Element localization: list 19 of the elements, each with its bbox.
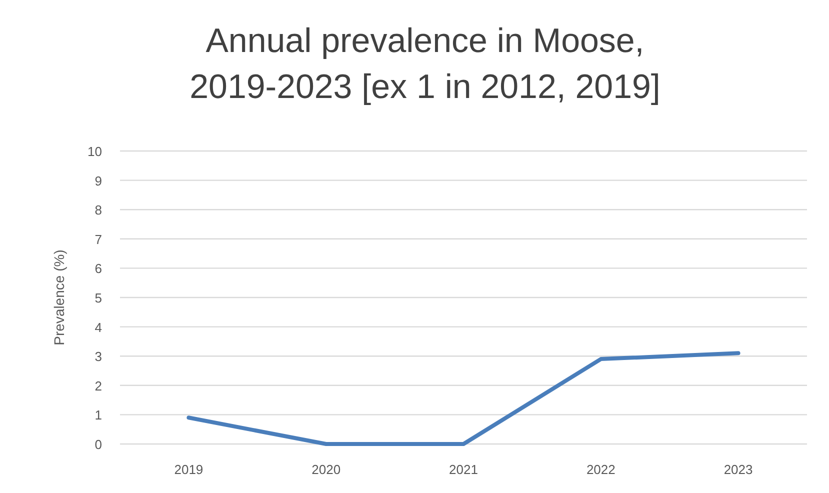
- y-tick-label: 2: [94, 378, 102, 394]
- y-tick-label: 5: [94, 290, 102, 306]
- x-tick-label: 2023: [724, 462, 753, 477]
- y-tick-label: 10: [88, 144, 102, 159]
- y-tick-label: 0: [94, 437, 102, 452]
- x-tick-label: 2019: [174, 462, 204, 477]
- line-series: [186, 351, 740, 446]
- chart-title: Annual prevalence in Moose, 2019-2023 [ex 1 in 2012, 2019]: [190, 22, 660, 106]
- y-tick-label: 4: [94, 320, 102, 335]
- y-tick-label: 7: [94, 232, 102, 247]
- x-tick-label: 2020: [312, 462, 341, 477]
- y-tick-label: 1: [94, 408, 102, 423]
- y-axis-title: Prevalence (%): [51, 250, 67, 346]
- y-tick-label: 3: [94, 349, 102, 364]
- y-tick-label: 8: [94, 202, 102, 218]
- x-tick-label: 2022: [586, 462, 616, 477]
- y-tick-label: 9: [94, 173, 102, 188]
- y-tick-label: 6: [94, 261, 102, 276]
- x-tick-label: 2021: [449, 462, 478, 477]
